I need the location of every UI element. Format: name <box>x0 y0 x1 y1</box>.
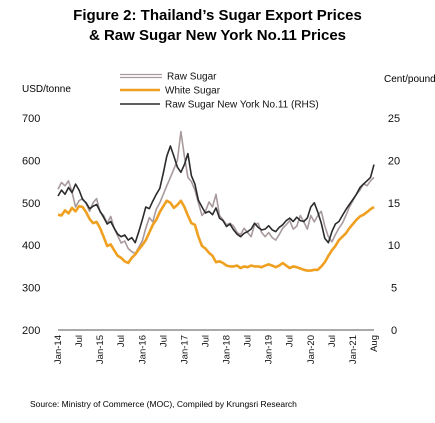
y-right-unit: Cent/pound <box>384 74 435 85</box>
source-note: Source: Ministry of Commerce (MOC), Comp… <box>30 399 297 409</box>
x-tick-label: Jul <box>158 335 169 347</box>
y-right-tick-label: 20 <box>388 155 400 167</box>
series-line-3 <box>57 145 375 244</box>
x-tick-label: Jul <box>243 335 254 347</box>
legend-label-3: Raw Sugar New York No.11 (RHS) <box>165 100 319 111</box>
axes-layer: USD/tonneCent/pound700600500400300200252… <box>22 74 435 364</box>
x-tick-label: Aug <box>369 335 380 352</box>
chart-title: Figure 2: Thailand’s Sugar Export Prices… <box>0 6 435 46</box>
y-left-unit: USD/tonne <box>22 84 71 95</box>
legend-label-1: Raw Sugar <box>167 72 217 83</box>
y-left-tick-label: 400 <box>22 240 40 252</box>
y-left-tick-label: 700 <box>22 113 40 125</box>
x-tick-label: Jan-15 <box>95 335 106 364</box>
y-left-tick-label: 600 <box>22 155 40 167</box>
series-line-1 <box>57 130 375 255</box>
y-right-tick-label: 0 <box>391 325 397 337</box>
x-tick-label: Jan-14 <box>53 335 64 364</box>
y-left-tick-label: 300 <box>22 283 40 295</box>
x-tick-label: Jan-20 <box>306 335 317 364</box>
x-tick-label: Jul <box>116 335 127 347</box>
chart-title-line2: & Raw Sugar New York No.11 Prices <box>88 27 347 44</box>
x-tick-label: Jul <box>285 335 296 347</box>
y-right-tick-label: 15 <box>388 198 400 210</box>
legend: Raw Sugar White Sugar Raw Sugar New York N… <box>120 72 319 111</box>
x-tick-label: Jan-18 <box>222 335 233 364</box>
x-tick-label: Jul <box>200 335 211 347</box>
y-right-tick-label: 10 <box>388 240 400 252</box>
chart-title-line1: Figure 2: Thailand’s Sugar Export Prices <box>73 7 362 24</box>
x-tick-label: Jan-19 <box>264 335 275 364</box>
y-left-tick-label: 200 <box>22 325 40 337</box>
y-left-tick-label: 500 <box>22 198 40 210</box>
x-tick-label: Jan-21 <box>348 335 359 364</box>
x-tick-label: Jan-17 <box>179 335 190 364</box>
series-line-2 <box>57 199 375 272</box>
x-tick-label: Jul <box>327 335 338 347</box>
x-tick-label: Jul <box>74 335 85 347</box>
series-layer <box>57 130 375 272</box>
y-right-tick-label: 25 <box>388 113 400 125</box>
legend-label-2: White Sugar <box>165 86 221 97</box>
y-right-tick-label: 5 <box>391 283 397 295</box>
x-tick-label: Jan-16 <box>137 335 148 364</box>
